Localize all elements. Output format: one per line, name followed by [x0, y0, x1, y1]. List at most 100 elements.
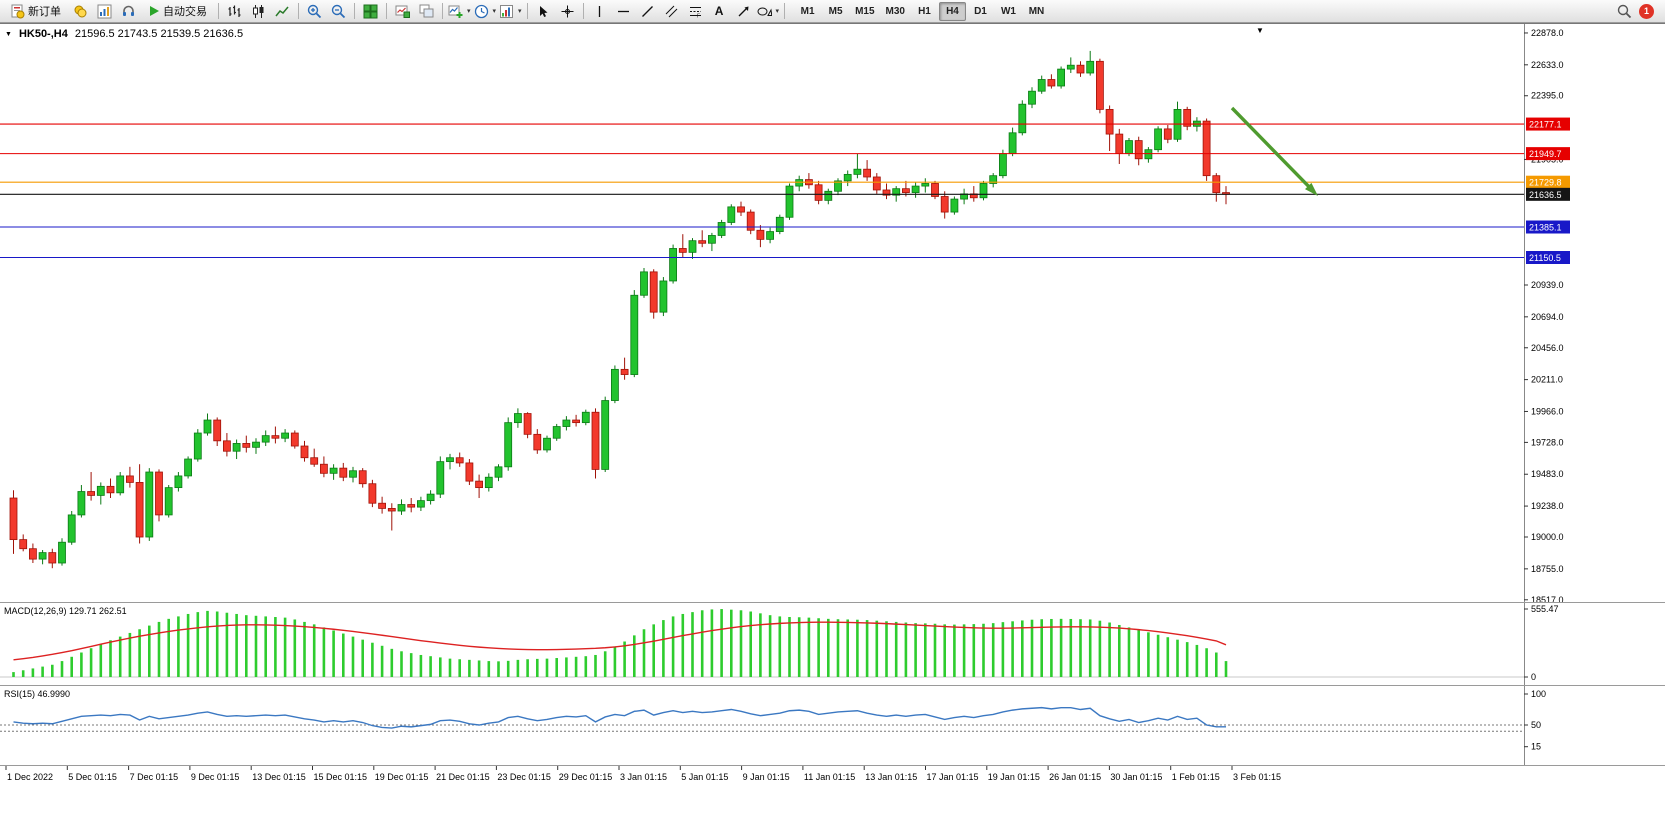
svg-text:22395.0: 22395.0	[1531, 91, 1564, 101]
timeframe-M5[interactable]: M5	[822, 2, 849, 21]
new-chart-window-button[interactable]	[391, 1, 414, 21]
svg-text:21729.8: 21729.8	[1529, 178, 1562, 188]
panel-divider[interactable]	[0, 602, 1665, 603]
svg-text:3 Jan 01:15: 3 Jan 01:15	[620, 772, 667, 782]
cascade-windows-button[interactable]	[415, 1, 438, 21]
chevron-down-icon: ▾	[467, 7, 471, 15]
tile-windows-button[interactable]	[359, 1, 382, 21]
equidistant-channel-icon	[665, 5, 677, 17]
vertical-line-icon	[598, 5, 600, 17]
symbol-period-label: HK50-,H4	[18, 28, 68, 40]
svg-text:13 Dec 01:15: 13 Dec 01:15	[252, 772, 306, 782]
svg-text:19 Dec 01:15: 19 Dec 01:15	[375, 772, 429, 782]
svg-text:17 Jan 01:15: 17 Jan 01:15	[927, 772, 979, 782]
rsi-panel[interactable]: 100 50 15 RSI(15) 46.9990	[0, 686, 1665, 765]
vertical-line-button[interactable]	[588, 1, 611, 21]
search-icon	[1617, 4, 1632, 18]
autotrade-label: 自动交易	[163, 6, 207, 18]
periods-button[interactable]: ▾	[473, 1, 498, 21]
trendline-button[interactable]	[636, 1, 659, 21]
svg-text:19000.0: 19000.0	[1531, 532, 1564, 542]
new-chart-window-icon	[395, 5, 410, 18]
toolbar-separator	[298, 3, 299, 19]
macd-panel[interactable]: 555.47 0 MACD(12,26,9) 129.71 262.51	[0, 603, 1665, 685]
crosshair-icon	[561, 5, 574, 17]
text-button[interactable]: A	[708, 1, 731, 21]
svg-text:1 Dec 2022: 1 Dec 2022	[7, 772, 53, 782]
notification-badge[interactable]: 1	[1639, 3, 1654, 19]
price-chart[interactable]: 22878.022633.022395.021905.020939.020694…	[0, 24, 1665, 602]
price-axis: 22878.022633.022395.021905.020939.020694…	[1524, 24, 1570, 602]
fibonacci-button[interactable]: F	[684, 1, 707, 21]
svg-text:21949.7: 21949.7	[1529, 149, 1562, 159]
toolbar-separator	[386, 3, 387, 19]
zoom-in-button[interactable]	[303, 1, 326, 21]
toolbar-separator	[526, 3, 528, 19]
shapes-button[interactable]: ▾	[756, 1, 781, 21]
chevron-down-icon: ▾	[518, 7, 522, 15]
toolbar-separator	[784, 3, 786, 19]
toolbar-separator	[218, 3, 219, 19]
search-button[interactable]	[1613, 1, 1636, 21]
autotrade-button[interactable]: 自动交易	[141, 1, 214, 21]
chart-shift-marker[interactable]: ▼	[1256, 26, 1264, 35]
svg-text:RSI(15) 46.9990: RSI(15) 46.9990	[4, 689, 70, 699]
trend-arrow-annotation	[1230, 106, 1318, 196]
chevron-down-icon: ▾	[492, 7, 497, 15]
svg-text:5 Jan 01:15: 5 Jan 01:15	[681, 772, 728, 782]
ohlc-collapse-icon[interactable]: ▼	[5, 30, 12, 38]
cursor-button[interactable]	[532, 1, 555, 21]
panel-divider	[0, 765, 1665, 766]
chevron-down-icon: ▾	[775, 7, 780, 15]
svg-text:21385.1: 21385.1	[1529, 223, 1562, 233]
horizontal-line-button[interactable]	[612, 1, 635, 21]
deposit-button[interactable]	[69, 1, 92, 21]
toolbar-separator	[354, 3, 355, 19]
svg-text:22878.0: 22878.0	[1531, 28, 1564, 38]
line-chart-button[interactable]	[271, 1, 294, 21]
horizontal-line-icon	[617, 10, 629, 12]
clock-icon	[474, 4, 488, 18]
svg-text:20211.0: 20211.0	[1531, 375, 1563, 385]
timeframe-H4[interactable]: H4	[938, 1, 966, 21]
line-chart-icon	[275, 6, 289, 16]
headset-icon	[123, 5, 134, 16]
timeframe-H1[interactable]: H1	[911, 2, 938, 21]
support-button[interactable]	[117, 1, 140, 21]
svg-text:20456.0: 20456.0	[1531, 343, 1564, 353]
timeframe-MN[interactable]: MN	[1023, 2, 1050, 21]
svg-text:21150.5: 21150.5	[1529, 253, 1561, 263]
timeframe-D1[interactable]: D1	[967, 2, 994, 21]
time-axis[interactable]: 1 Dec 2022 5 Dec 01:15 7 Dec 01:15 9 Dec 01…	[0, 766, 1665, 788]
svg-text:21 Dec 01:15: 21 Dec 01:15	[436, 772, 490, 782]
cursor-icon	[539, 5, 548, 17]
play-icon	[150, 6, 159, 16]
bar-chart-button[interactable]	[223, 1, 246, 21]
channel-button[interactable]	[660, 1, 683, 21]
svg-text:0: 0	[1531, 672, 1536, 682]
svg-text:MACD(12,26,9) 129.71 262.51: MACD(12,26,9) 129.71 262.51	[4, 606, 127, 616]
timeframe-M1[interactable]: M1	[794, 2, 821, 21]
arrows-button[interactable]	[732, 1, 755, 21]
zoom-out-button[interactable]	[327, 1, 350, 21]
shapes-icon	[757, 7, 772, 16]
svg-text:11 Jan 01:15: 11 Jan 01:15	[804, 772, 855, 782]
chart-window: ▼ HK50-,H4 21596.5 21743.5 21539.5 21636…	[0, 23, 1665, 835]
indicators-button[interactable]: ▾	[447, 1, 472, 21]
svg-text:29 Dec 01:15: 29 Dec 01:15	[559, 772, 613, 782]
new-order-icon	[11, 4, 25, 18]
panel-divider[interactable]	[0, 685, 1665, 686]
fibonacci-icon: F	[689, 6, 701, 18]
timeframe-M30[interactable]: M30	[881, 2, 910, 21]
candlestick-chart-button[interactable]	[247, 1, 270, 21]
svg-text:26 Jan 01:15: 26 Jan 01:15	[1049, 772, 1101, 782]
timeframe-W1[interactable]: W1	[995, 2, 1022, 21]
crosshair-button[interactable]	[556, 1, 579, 21]
svg-text:9 Jan 01:15: 9 Jan 01:15	[743, 772, 790, 782]
new-order-button[interactable]: 新订单	[3, 1, 68, 21]
zoom-in-icon	[307, 4, 322, 18]
timeframe-M15[interactable]: M15	[850, 2, 879, 21]
report-chart-icon	[97, 4, 112, 18]
templates-button[interactable]: ▾	[498, 1, 523, 21]
market-report-button[interactable]	[93, 1, 116, 21]
